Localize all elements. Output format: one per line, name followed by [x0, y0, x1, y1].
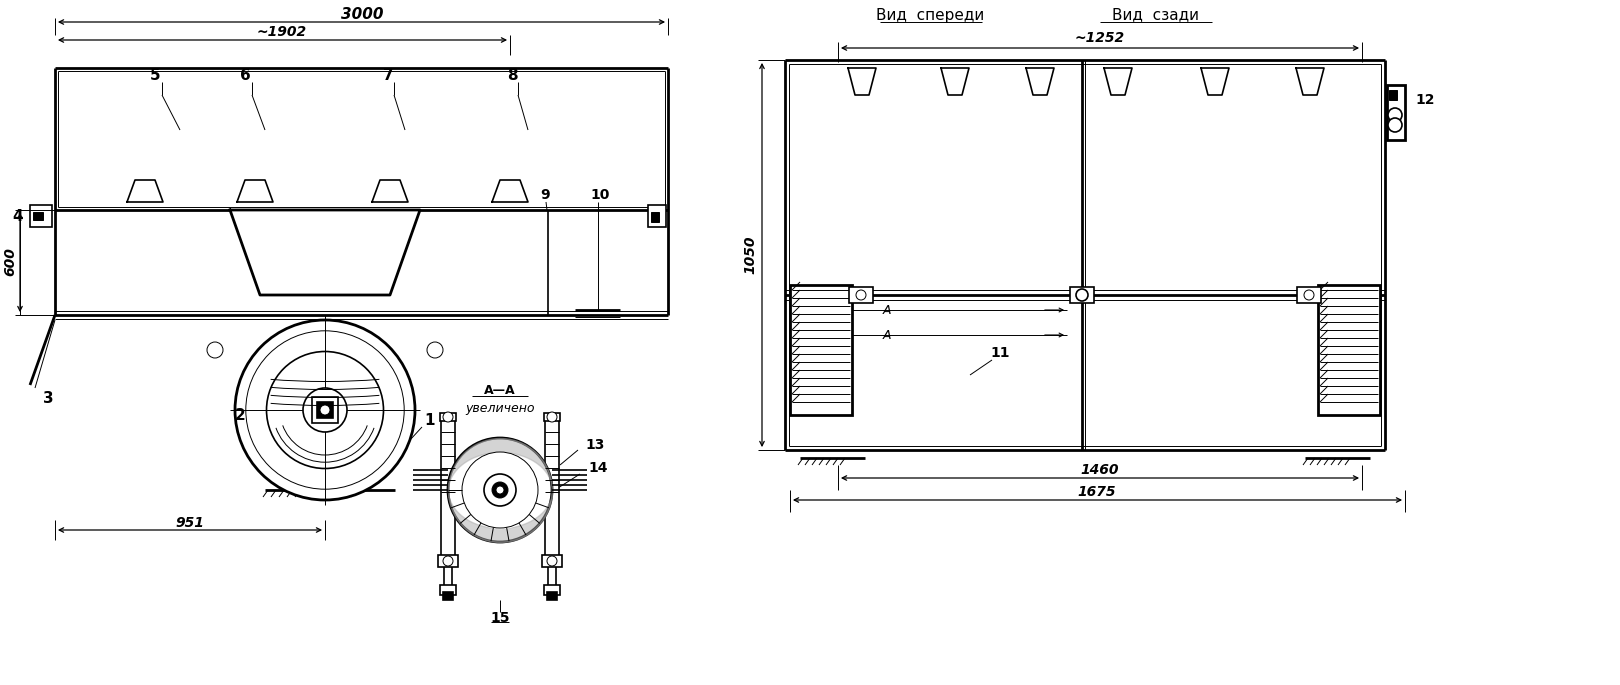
Circle shape	[1388, 108, 1401, 122]
Circle shape	[207, 342, 224, 358]
Text: Вид  спереди: Вид спереди	[876, 8, 983, 23]
Circle shape	[442, 556, 454, 566]
Circle shape	[492, 482, 509, 498]
Text: 8: 8	[507, 68, 517, 82]
Circle shape	[1304, 290, 1314, 300]
Bar	[441, 415, 455, 560]
Bar	[544, 415, 559, 560]
Bar	[442, 592, 454, 600]
Bar	[31, 205, 52, 227]
Text: 3000: 3000	[340, 6, 384, 21]
Bar	[441, 413, 455, 421]
Polygon shape	[492, 180, 528, 202]
Text: 1050: 1050	[744, 236, 757, 274]
Bar	[544, 585, 561, 595]
Text: 600: 600	[3, 247, 16, 277]
Bar	[651, 212, 659, 222]
Text: 1675: 1675	[1077, 485, 1116, 499]
Polygon shape	[230, 210, 420, 295]
Text: ~1902: ~1902	[258, 25, 308, 39]
Bar	[1319, 285, 1380, 415]
Polygon shape	[126, 180, 164, 202]
Bar	[1388, 90, 1396, 100]
Polygon shape	[1296, 68, 1324, 95]
Bar	[313, 397, 339, 423]
Text: A: A	[883, 303, 891, 316]
Polygon shape	[1025, 68, 1055, 95]
Circle shape	[246, 331, 405, 489]
Circle shape	[484, 474, 517, 506]
Text: 1: 1	[424, 412, 436, 427]
Circle shape	[1076, 289, 1089, 301]
Polygon shape	[373, 180, 408, 202]
Text: 11: 11	[990, 346, 1009, 360]
Bar	[1069, 287, 1094, 303]
Circle shape	[303, 388, 347, 432]
Polygon shape	[941, 68, 969, 95]
Text: A: A	[883, 329, 891, 342]
Text: увеличено: увеличено	[465, 401, 535, 414]
Text: 951: 951	[175, 516, 204, 530]
Bar	[1387, 85, 1405, 140]
Text: 9: 9	[539, 188, 549, 202]
Circle shape	[548, 556, 557, 566]
Bar	[543, 555, 562, 567]
Bar	[791, 285, 852, 415]
Circle shape	[855, 290, 867, 300]
Text: Вид  сзади: Вид сзади	[1111, 8, 1199, 23]
Bar	[849, 287, 873, 303]
Text: 1460: 1460	[1081, 463, 1119, 477]
Text: 6: 6	[240, 68, 251, 82]
Text: 13: 13	[585, 438, 604, 452]
Bar	[318, 402, 334, 418]
Circle shape	[267, 351, 384, 469]
Polygon shape	[847, 68, 876, 95]
Text: 5: 5	[149, 68, 160, 82]
Polygon shape	[237, 180, 274, 202]
Bar	[32, 212, 44, 220]
Circle shape	[496, 486, 504, 494]
Circle shape	[428, 342, 442, 358]
Text: 7: 7	[382, 68, 394, 82]
Text: 10: 10	[590, 188, 609, 202]
Circle shape	[235, 320, 415, 500]
Bar	[544, 413, 561, 421]
Text: 14: 14	[588, 461, 608, 475]
Text: 2: 2	[235, 408, 245, 423]
Bar	[548, 592, 557, 600]
Bar	[1298, 287, 1320, 303]
Text: А—А: А—А	[484, 384, 515, 397]
Text: 15: 15	[491, 611, 510, 625]
Bar	[648, 205, 666, 227]
Circle shape	[449, 438, 552, 542]
Circle shape	[442, 412, 454, 422]
Circle shape	[321, 405, 330, 415]
Bar	[441, 585, 455, 595]
Bar	[437, 555, 458, 567]
Polygon shape	[1103, 68, 1132, 95]
Text: 4: 4	[13, 208, 23, 223]
Text: 12: 12	[1414, 93, 1434, 107]
Text: ~1252: ~1252	[1076, 31, 1124, 45]
Circle shape	[1388, 118, 1401, 132]
Text: 3: 3	[42, 390, 53, 406]
Circle shape	[548, 412, 557, 422]
Polygon shape	[1200, 68, 1230, 95]
